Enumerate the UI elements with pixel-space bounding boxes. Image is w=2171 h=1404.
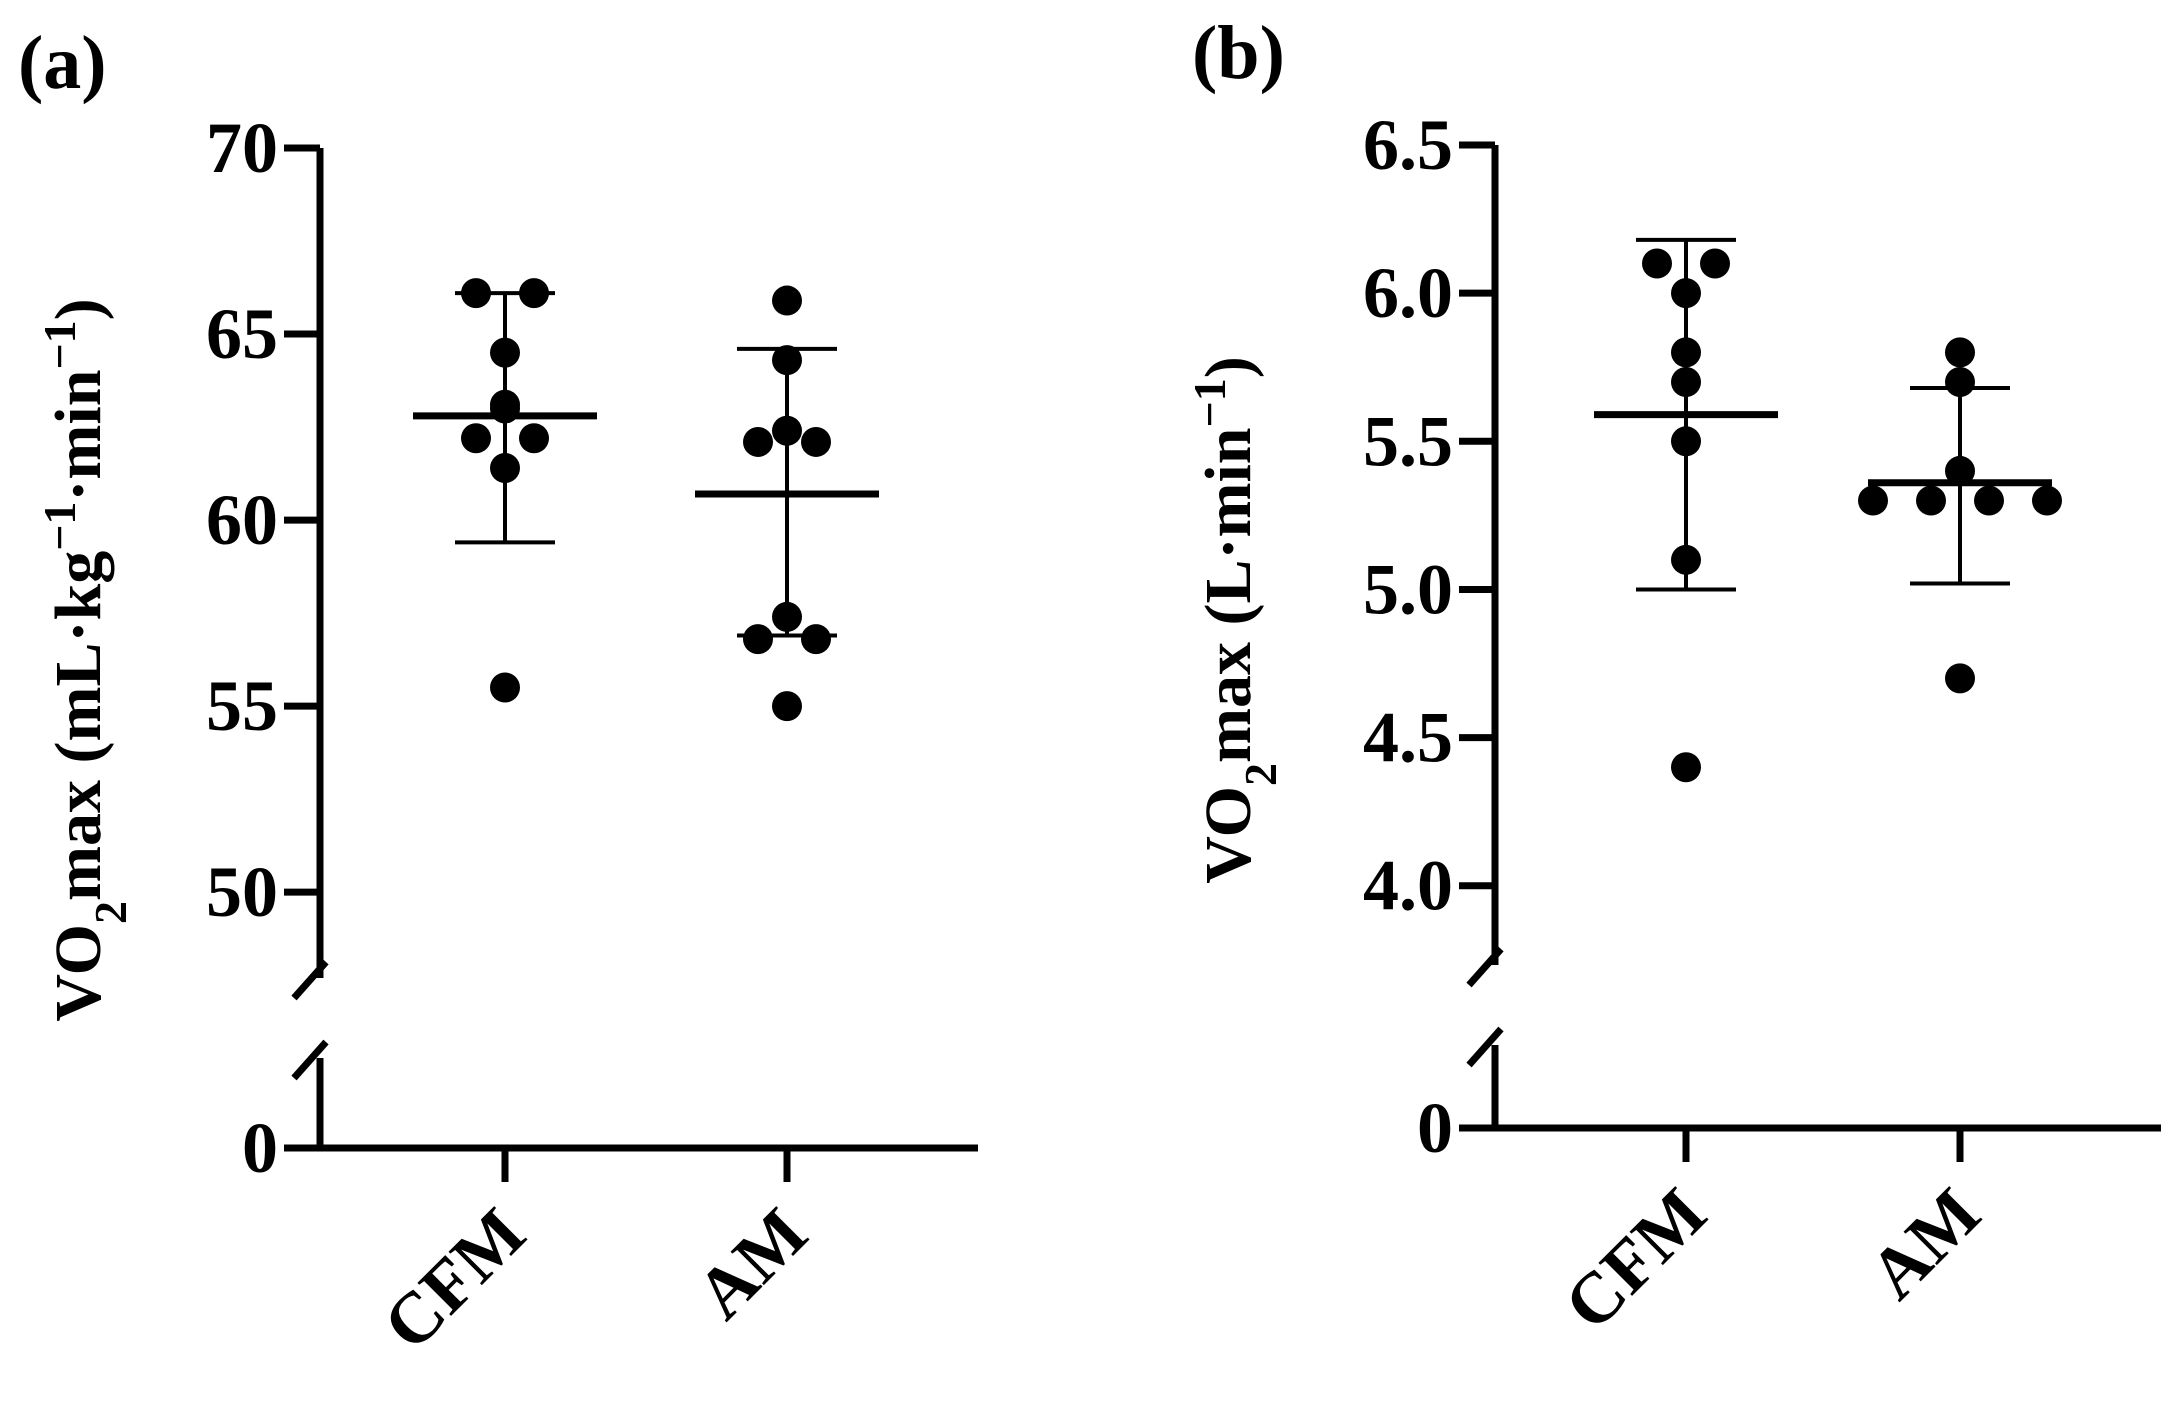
x-category-label: CFM [368,1193,540,1365]
data-point [772,285,802,316]
y-title-part: ) [42,298,115,320]
y-tick-label: 55 [206,666,278,746]
y-title-part: VO [42,924,115,1022]
data-point [772,415,802,446]
y-title-superscript: −1 [34,320,85,369]
axis-break-mark-upper [1466,946,1504,988]
data-point [1671,367,1701,398]
y-title-superscript: −1 [1184,378,1235,427]
y-title-subscript: 2 [1235,763,1286,786]
y-tick-label: 4.5 [1363,698,1453,778]
y-tick-label: 6.0 [1363,253,1453,333]
data-point [801,624,831,655]
y-tick-label-zero: 0 [242,1108,278,1188]
y-tick-label: 65 [206,294,278,374]
data-point [772,691,802,722]
y-tick-label: 5.5 [1363,401,1453,481]
data-point [1642,248,1672,279]
y-tick-label: 50 [206,852,278,932]
data-point [1945,367,1975,398]
data-point [1700,248,1730,279]
data-point [1945,455,1975,486]
data-point [519,278,549,309]
panel-label: (b) [1192,11,1285,95]
y-title-part: VO [1192,786,1265,884]
data-point [1671,426,1701,457]
axis-break-mark-lower [291,1039,329,1081]
data-point [1916,485,1946,516]
y-tick-label: 4.0 [1363,846,1453,926]
x-category-label: CFM [1549,1173,1721,1345]
y-axis-title: VO2max (L·min−1) [1184,356,1286,883]
y-tick-label: 5.0 [1363,549,1453,629]
data-point [743,624,773,655]
panel-label: (a) [18,21,107,105]
data-point [490,672,520,703]
y-tick-label: 60 [206,480,278,560]
data-point [1945,663,1975,694]
y-title-subscript: 2 [85,901,136,924]
data-point [519,423,549,454]
y-title-part: ) [1192,356,1265,378]
data-point [461,278,491,309]
data-point [1671,337,1701,368]
data-point [2032,485,2062,516]
chart-panel-b: (b) 4.0 4.5 5.0 5.5 6.0 6.5 0 CFM AM VO2max (L·min… [1086,0,2171,1404]
y-tick-label: 6.5 [1363,105,1453,185]
data-point [1671,278,1701,309]
data-point [743,426,773,457]
data-point [1671,544,1701,575]
y-title-part: max (mL·kg [42,551,115,901]
y-title-part: max (L·min [1192,428,1265,764]
data-point [1671,752,1701,783]
y-axis-title: VO2max (mL·kg−1·min−1) [34,298,136,1021]
y-title-superscript: −1 [34,502,85,551]
x-category-label: AM [1854,1173,1995,1314]
x-category-label: AM [681,1193,822,1334]
data-point [490,393,520,424]
data-point [1945,337,1975,368]
axis-break-mark-upper [291,959,329,1001]
axis-break-mark-lower [1466,1026,1504,1068]
data-point [490,337,520,368]
y-tick-label: 70 [206,108,278,188]
data-point [1974,485,2004,516]
data-point [1858,485,1888,516]
data-point [772,601,802,632]
data-point [490,453,520,483]
data-point [772,345,802,376]
y-tick-label-zero: 0 [1417,1088,1453,1168]
chart-b-svg: (b) 4.0 4.5 5.0 5.5 6.0 6.5 0 CFM AM VO2max (L·min… [1184,11,2161,1345]
y-title-part: ·min [42,370,115,502]
chart-panel-a: (a) 50 55 60 65 70 0 CFM AM VO2max (mL·kg−1·min−1… [18,21,978,1365]
data-point [461,423,491,454]
data-point [801,426,831,457]
